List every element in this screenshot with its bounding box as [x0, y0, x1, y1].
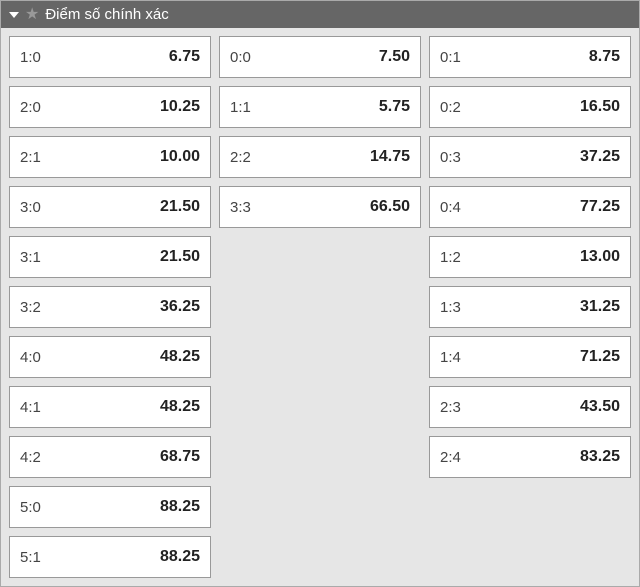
score-label: 1:1: [230, 99, 251, 116]
odds-value: 36.25: [160, 298, 200, 316]
score-label: 0:1: [440, 49, 461, 66]
score-label: 0:0: [230, 49, 251, 66]
odds-column: 0:18.750:216.500:337.250:477.251:213.001…: [429, 36, 631, 578]
odds-cell[interactable]: 0:4 77.25: [429, 186, 631, 228]
score-label: 3:3: [230, 199, 251, 216]
odds-value: 71.25: [580, 348, 620, 366]
score-label: 2:2: [230, 149, 251, 166]
score-label: 4:0: [20, 349, 41, 366]
odds-column: 0:0 7.50 1:1 5.75 2:2 14.75 3:3 66.50: [219, 36, 421, 578]
odds-cell[interactable]: 1:3 31.25: [429, 286, 631, 328]
odds-cell[interactable]: 5:0 88.25: [9, 486, 211, 528]
score-label: 1:2: [440, 249, 461, 266]
odds-cell[interactable]: 3:3 66.50: [219, 186, 421, 228]
panel-title: Điểm số chính xác: [45, 6, 168, 23]
odds-value: 37.25: [580, 148, 620, 166]
odds-cell[interactable]: 5:1 88.25: [9, 536, 211, 578]
odds-cell[interactable]: 2:1 10.00: [9, 136, 211, 178]
odds-cell[interactable]: 0:3 37.25: [429, 136, 631, 178]
score-label: 0:2: [440, 99, 461, 116]
odds-value: 8.75: [589, 48, 620, 66]
score-label: 1:4: [440, 349, 461, 366]
odds-value: 5.75: [379, 98, 410, 116]
odds-value: 83.25: [580, 448, 620, 466]
score-label: 4:1: [20, 399, 41, 416]
score-label: 5:1: [20, 549, 41, 566]
panel-header[interactable]: ★ Điểm số chính xác: [1, 1, 639, 28]
odds-value: 48.25: [160, 398, 200, 416]
odds-value: 88.25: [160, 498, 200, 516]
score-label: 1:3: [440, 299, 461, 316]
odds-cell[interactable]: 1:0 6.75: [9, 36, 211, 78]
score-label: 2:3: [440, 399, 461, 416]
odds-cell[interactable]: 4:1 48.25: [9, 386, 211, 428]
score-label: 3:0: [20, 199, 41, 216]
odds-value: 7.50: [379, 48, 410, 66]
odds-cell[interactable]: 2:2 14.75: [219, 136, 421, 178]
odds-cell[interactable]: 1:1 5.75: [219, 86, 421, 128]
score-label: 3:1: [20, 249, 41, 266]
odds-cell[interactable]: 4:0 48.25: [9, 336, 211, 378]
score-label: 4:2: [20, 449, 41, 466]
score-label: 2:4: [440, 449, 461, 466]
odds-value: 43.50: [580, 398, 620, 416]
odds-cell[interactable]: 3:1 21.50: [9, 236, 211, 278]
odds-value: 31.25: [580, 298, 620, 316]
odds-cell[interactable]: 0:2 16.50: [429, 86, 631, 128]
score-label: 2:1: [20, 149, 41, 166]
score-label: 3:2: [20, 299, 41, 316]
odds-value: 88.25: [160, 548, 200, 566]
favorite-star-icon[interactable]: ★: [25, 7, 39, 23]
odds-cell[interactable]: 2:0 10.25: [9, 86, 211, 128]
score-label: 1:0: [20, 49, 41, 66]
correct-score-panel: ★ Điểm số chính xác 1:0 6.75 2:0 10.25 2:1 10…: [0, 0, 640, 587]
collapse-arrow-icon: [9, 12, 19, 18]
score-label: 5:0: [20, 499, 41, 516]
odds-value: 14.75: [370, 148, 410, 166]
odds-cell[interactable]: 0:1 8.75: [429, 36, 631, 78]
odds-value: 10.00: [160, 148, 200, 166]
odds-cell[interactable]: 3:0 21.50: [9, 186, 211, 228]
odds-cell[interactable]: 3:2 36.25: [9, 286, 211, 328]
odds-value: 10.25: [160, 98, 200, 116]
odds-cell[interactable]: 0:0 7.50: [219, 36, 421, 78]
odds-value: 21.50: [160, 248, 200, 266]
odds-value: 66.50: [370, 198, 410, 216]
odds-value: 16.50: [580, 98, 620, 116]
odds-cell[interactable]: 2:3 43.50: [429, 386, 631, 428]
odds-value: 68.75: [160, 448, 200, 466]
odds-cell[interactable]: 1:4 71.25: [429, 336, 631, 378]
score-label: 0:3: [440, 149, 461, 166]
odds-value: 77.25: [580, 198, 620, 216]
odds-value: 13.00: [580, 248, 620, 266]
odds-value: 6.75: [169, 48, 200, 66]
score-label: 2:0: [20, 99, 41, 116]
odds-cell[interactable]: 4:2 68.75: [9, 436, 211, 478]
panel-body: 1:06.752:010.252:110.003:021.503:121.503…: [1, 28, 639, 586]
odds-cell[interactable]: 2:4 83.25: [429, 436, 631, 478]
odds-value: 21.50: [160, 198, 200, 216]
odds-cell[interactable]: 1:2 13.00: [429, 236, 631, 278]
odds-value: 48.25: [160, 348, 200, 366]
score-label: 0:4: [440, 199, 461, 216]
odds-column: 1:06.752:010.252:110.003:021.503:121.503…: [9, 36, 211, 578]
